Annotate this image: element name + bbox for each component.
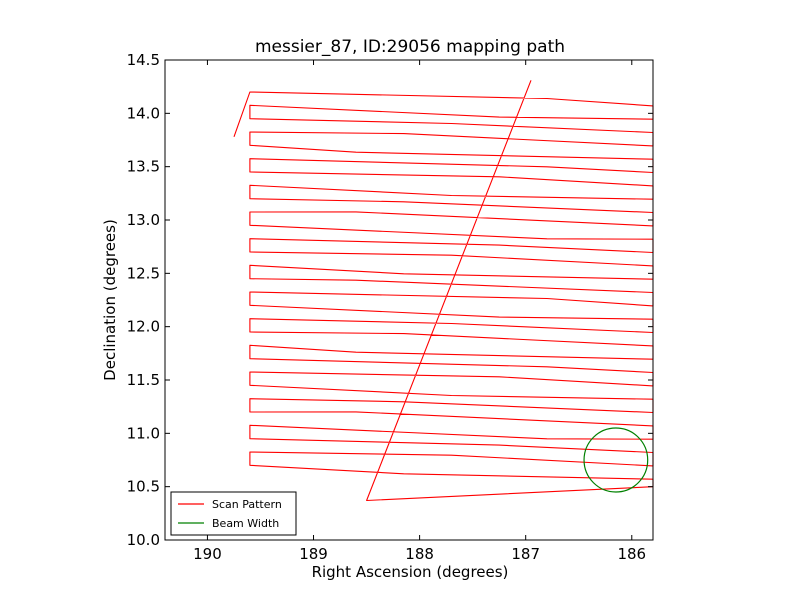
y-tick-label: 13.5 — [127, 158, 160, 176]
chart-title: messier_87, ID:29056 mapping path — [255, 37, 565, 57]
y-tick-label: 14.5 — [127, 51, 160, 69]
x-tick-label: 187 — [511, 545, 540, 563]
plot-area — [164, 59, 654, 541]
y-tick-label: 10.0 — [127, 531, 160, 549]
x-axis-label: Right Ascension (degrees) — [312, 563, 509, 581]
legend: Scan Pattern Beam Width — [170, 491, 297, 536]
y-tick-label: 10.5 — [127, 478, 160, 496]
x-tick-label: 189 — [299, 545, 328, 563]
legend-beam-label: Beam Width — [212, 517, 279, 530]
y-tick-label: 14.0 — [127, 104, 160, 122]
y-axis-label: Declination (degrees) — [101, 219, 119, 381]
axes-frame — [164, 59, 654, 541]
x-tick-label: 190 — [193, 545, 222, 563]
y-tick-label: 12.0 — [127, 318, 160, 336]
y-tick-label: 13.0 — [127, 211, 160, 229]
x-tick-label: 188 — [405, 545, 434, 563]
x-axis: 190 189 188 187 186 — [193, 60, 646, 563]
y-tick-label: 12.5 — [127, 264, 160, 282]
legend-scan-label: Scan Pattern — [212, 498, 282, 511]
y-axis: 10.0 10.5 11.0 11.5 12.0 12.5 13.0 13.5 14.0 14.5 — [127, 51, 653, 549]
legend-frame — [170, 491, 297, 536]
y-tick-label: 11.0 — [127, 424, 160, 442]
x-tick-label: 186 — [617, 545, 646, 563]
beam-width-series — [583, 427, 649, 493]
y-tick-label: 11.5 — [127, 371, 160, 389]
beam-circle — [583, 427, 649, 493]
